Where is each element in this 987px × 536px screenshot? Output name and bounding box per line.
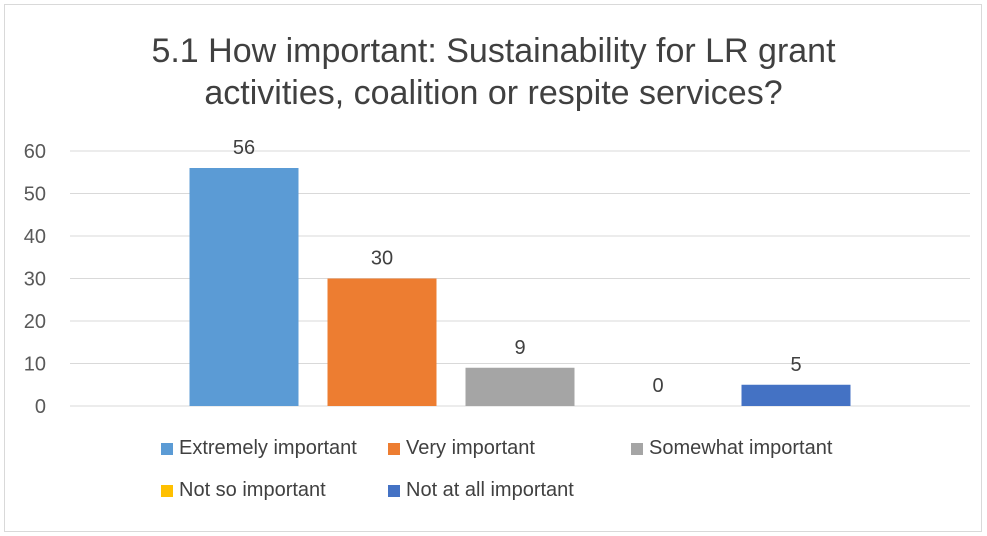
y-tick-label: 50: [24, 184, 46, 206]
data-label-1: 30: [371, 248, 393, 270]
legend-label: Somewhat important: [649, 437, 833, 459]
legend-swatch: [388, 442, 400, 455]
bar-0: [189, 168, 299, 406]
legend-item: Very important: [388, 437, 535, 460]
legend-label: Extremely important: [179, 437, 357, 459]
chart-title-line-2: activities, coalition or respite service…: [204, 74, 783, 112]
data-label-4: 5: [790, 354, 801, 376]
legend-label: Very important: [406, 437, 535, 459]
legend-item: Somewhat important: [631, 437, 832, 460]
legend-swatch: [161, 442, 173, 455]
y-tick-label: 20: [24, 311, 46, 333]
y-tick-label: 0: [35, 396, 46, 418]
legend-item: Not so important: [161, 479, 326, 502]
legend-swatch: [388, 484, 400, 497]
data-label-2: 9: [514, 337, 525, 359]
y-tick-label: 30: [24, 269, 46, 291]
bar-4: [741, 384, 851, 406]
y-tick-label: 10: [24, 354, 46, 376]
bar-1: [327, 278, 437, 406]
data-label-0: 56: [233, 137, 255, 159]
y-tick-label: 40: [24, 226, 46, 248]
legend-label: Not so important: [179, 479, 326, 501]
legend-swatch: [161, 484, 173, 497]
y-tick-label: 60: [24, 141, 46, 163]
legend-swatch: [631, 442, 643, 455]
legend-item: Not at all important: [388, 479, 574, 502]
chart-title: 5.1 How important: Sustainability for LR…: [0, 30, 987, 114]
chart-title-line-1: 5.1 How important: Sustainability for LR…: [151, 32, 836, 70]
legend-label: Not at all important: [406, 479, 574, 501]
legend-item: Extremely important: [161, 437, 357, 460]
bar-2: [465, 367, 575, 406]
data-label-3: 0: [652, 375, 663, 397]
